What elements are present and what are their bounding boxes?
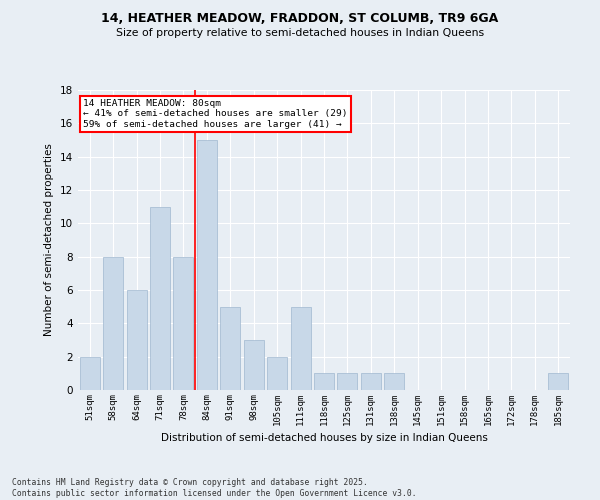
Bar [361,374,381,390]
Bar [548,374,568,390]
Bar [290,306,311,390]
Bar [385,374,404,390]
Text: 14 HEATHER MEADOW: 80sqm
← 41% of semi-detached houses are smaller (29)
59% of s: 14 HEATHER MEADOW: 80sqm ← 41% of semi-d… [83,99,347,129]
Bar [127,290,146,390]
Bar [337,374,358,390]
Bar [220,306,240,390]
Bar [173,256,193,390]
Text: 14, HEATHER MEADOW, FRADDON, ST COLUMB, TR9 6GA: 14, HEATHER MEADOW, FRADDON, ST COLUMB, … [101,12,499,26]
Bar [197,140,217,390]
Bar [314,374,334,390]
Text: Size of property relative to semi-detached houses in Indian Queens: Size of property relative to semi-detach… [116,28,484,38]
Bar [80,356,100,390]
X-axis label: Distribution of semi-detached houses by size in Indian Queens: Distribution of semi-detached houses by … [161,434,487,444]
Bar [244,340,263,390]
Bar [103,256,123,390]
Text: Contains HM Land Registry data © Crown copyright and database right 2025.
Contai: Contains HM Land Registry data © Crown c… [12,478,416,498]
Bar [267,356,287,390]
Y-axis label: Number of semi-detached properties: Number of semi-detached properties [44,144,55,336]
Bar [150,206,170,390]
